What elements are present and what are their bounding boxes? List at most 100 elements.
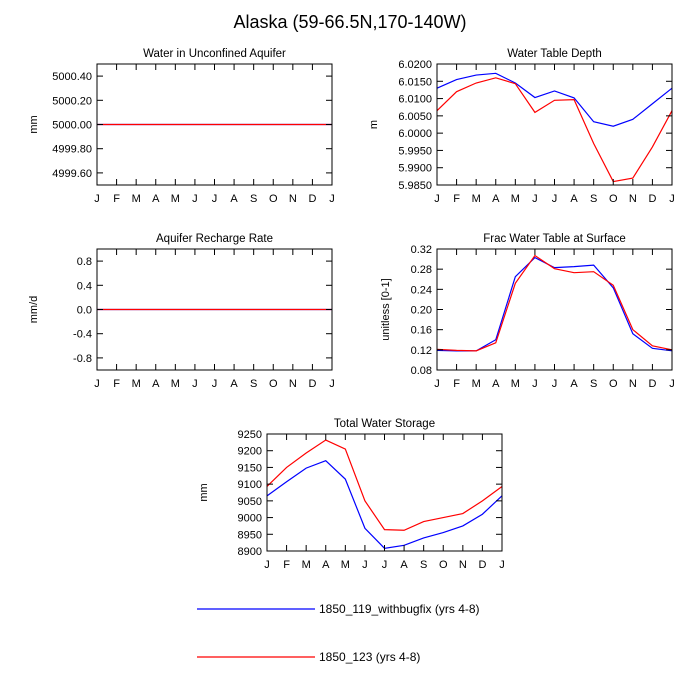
x-tick-label: M	[472, 193, 481, 205]
y-tick-label: 0.28	[411, 264, 432, 276]
y-tick-label: 9250	[238, 429, 262, 441]
x-tick-label: N	[629, 193, 637, 205]
legend-label: 1850_123 (yrs 4-8)	[319, 650, 420, 664]
x-tick-label: D	[478, 559, 486, 571]
x-tick-label: N	[459, 559, 467, 571]
x-tick-label: J	[94, 378, 100, 390]
x-tick-label: J	[499, 559, 505, 571]
legend: 1850_119_withbugfix (yrs 4-8) 1850_123 (y…	[197, 602, 480, 664]
x-tick-label: J	[264, 559, 270, 571]
x-tick-label: O	[269, 193, 278, 205]
y-axis-label: mm	[198, 483, 210, 501]
x-tick-label: O	[609, 378, 618, 390]
y-tick-label: 6.0150	[398, 76, 432, 88]
x-tick-label: J	[329, 378, 335, 390]
panel-title: Water Table Depth	[507, 48, 602, 60]
series-line-1850-123	[266, 439, 503, 531]
x-tick-label: N	[289, 193, 297, 205]
y-tick-label: 9150	[238, 462, 262, 474]
x-tick-label: S	[590, 193, 597, 205]
legend-label: 1850_119_withbugfix (yrs 4-8)	[319, 602, 480, 616]
y-tick-label: 6.0100	[398, 94, 432, 106]
y-tick-label: 5000.20	[52, 95, 92, 107]
y-tick-label: 0.0	[77, 305, 92, 317]
x-tick-label: M	[132, 378, 141, 390]
x-tick-label: J	[362, 559, 368, 571]
y-tick-label: 9050	[238, 496, 262, 508]
x-tick-label: A	[230, 193, 238, 205]
y-tick-label: 5.9900	[398, 163, 432, 175]
y-axis-label: mm/d	[28, 296, 40, 324]
x-tick-label: F	[453, 193, 460, 205]
x-tick-label: M	[171, 378, 180, 390]
y-tick-label: 6.0000	[398, 128, 432, 140]
x-tick-label: O	[269, 378, 278, 390]
y-tick-label: 9100	[238, 479, 262, 491]
x-tick-label: S	[590, 378, 597, 390]
y-tick-label: 6.0200	[398, 59, 432, 71]
x-tick-label: F	[113, 378, 120, 390]
y-tick-label: 0.32	[411, 244, 432, 256]
plot-frame	[436, 63, 673, 186]
series-line-withbugfix	[436, 72, 673, 127]
x-tick-label: J	[382, 559, 388, 571]
x-tick-label: M	[302, 559, 311, 571]
x-tick-label: A	[230, 378, 238, 390]
x-tick-label: J	[532, 378, 538, 390]
y-tick-label: 8900	[238, 546, 262, 558]
panel-title: Aquifer Recharge Rate	[156, 233, 273, 245]
y-tick-label: 4999.60	[52, 168, 92, 180]
y-tick-label: 5.9950	[398, 145, 432, 157]
x-tick-label: D	[308, 378, 316, 390]
y-axis-label: m	[368, 120, 380, 129]
x-tick-label: J	[212, 193, 218, 205]
x-tick-label: A	[492, 193, 500, 205]
y-axis-label: mm	[28, 115, 40, 133]
x-tick-label: J	[669, 378, 675, 390]
x-tick-label: S	[250, 193, 257, 205]
series-line-withbugfix	[436, 256, 673, 352]
series-line-1850-123	[436, 77, 673, 183]
x-tick-label: M	[341, 559, 350, 571]
x-tick-label: A	[570, 378, 578, 390]
x-tick-label: S	[420, 559, 427, 571]
y-tick-label: 5.9850	[398, 180, 432, 192]
y-tick-label: -0.8	[73, 353, 92, 365]
y-tick-label: 5000.00	[52, 120, 92, 132]
series-line-1850-123	[436, 254, 673, 352]
y-tick-label: 0.4	[77, 280, 92, 292]
chart-panel-4: Frac Water Table at Surface unitless [0-1…	[380, 233, 675, 390]
x-tick-label: A	[152, 378, 160, 390]
x-tick-label: D	[648, 193, 656, 205]
y-tick-label: 0.20	[411, 305, 432, 317]
x-tick-label: O	[439, 559, 448, 571]
x-tick-label: N	[289, 378, 297, 390]
y-tick-label: 0.12	[411, 345, 432, 357]
y-tick-label: 0.16	[411, 325, 432, 337]
x-tick-label: F	[283, 559, 290, 571]
x-tick-label: F	[453, 378, 460, 390]
y-tick-label: 0.8	[77, 256, 92, 268]
panel-title: Total Water Storage	[334, 418, 435, 430]
x-tick-label: S	[250, 378, 257, 390]
x-tick-label: A	[152, 193, 160, 205]
x-tick-label: J	[532, 193, 538, 205]
x-tick-label: O	[609, 193, 618, 205]
x-tick-label: J	[192, 378, 198, 390]
x-tick-label: J	[329, 193, 335, 205]
x-tick-label: A	[400, 559, 408, 571]
y-axis-label: unitless [0-1]	[380, 278, 392, 340]
x-tick-label: D	[308, 193, 316, 205]
x-tick-label: J	[192, 193, 198, 205]
x-tick-label: M	[511, 378, 520, 390]
x-tick-label: J	[434, 378, 440, 390]
x-tick-label: D	[648, 378, 656, 390]
x-tick-label: M	[511, 193, 520, 205]
x-tick-label: J	[212, 378, 218, 390]
x-tick-label: J	[434, 193, 440, 205]
x-tick-label: A	[492, 378, 500, 390]
